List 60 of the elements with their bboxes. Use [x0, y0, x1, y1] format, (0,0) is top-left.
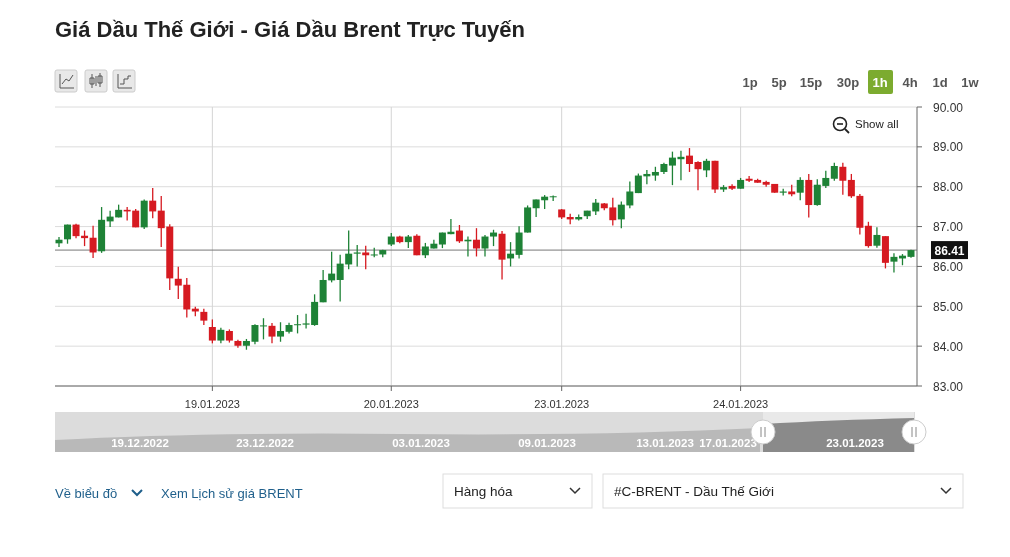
y-tick-label: 88.00: [933, 180, 964, 195]
text: 23.01.2023: [826, 437, 884, 449]
text: #C-BRENT - Dầu Thế Giới: [614, 484, 774, 499]
x-tick-label: 20.01.2023: [363, 398, 419, 410]
candlestick: [847, 173, 855, 199]
text: 1p: [742, 75, 758, 90]
candlestick: [685, 147, 693, 173]
text: 19.12.2022: [111, 437, 169, 449]
text: 15p: [799, 75, 823, 90]
candlestick: [259, 317, 267, 341]
candlestick: [617, 200, 625, 229]
x-tick-label: 24.01.2023: [713, 398, 769, 410]
candlestick: [362, 245, 370, 270]
text: Xem Lịch sử giá BRENT: [161, 486, 303, 501]
text: 09.01.2023: [518, 437, 576, 449]
text: 17.01.2023: [699, 437, 757, 449]
y-tick-label: 87.00: [933, 220, 964, 235]
candlestick: [319, 269, 327, 303]
candlestick: [336, 254, 344, 303]
candlestick: [839, 162, 847, 196]
x-tick-label: 19.01.2023: [184, 398, 240, 410]
text: 30p: [836, 75, 860, 90]
candlestick: [353, 244, 361, 268]
candlestick: [626, 180, 634, 209]
candlestick: [345, 229, 353, 270]
candlestick: [864, 221, 872, 249]
candlestick: [277, 321, 285, 343]
ref-line-label: 86.41: [934, 243, 965, 258]
text: Về biểu đồ: [55, 486, 118, 501]
text: 1w: [961, 75, 980, 90]
y-tick-label: 83.00: [933, 379, 964, 394]
candlestick: [873, 226, 881, 249]
candlestick: [149, 187, 157, 219]
y-tick-label: 90.00: [933, 100, 964, 115]
y-tick-label: 85.00: [933, 299, 964, 314]
text: 23.12.2022: [236, 437, 294, 449]
candlestick: [515, 225, 523, 260]
y-tick-label: 86.00: [933, 259, 964, 274]
candlestick: [694, 160, 702, 191]
candlestick: [89, 225, 97, 259]
candlestick: [472, 227, 480, 258]
candlestick: [703, 158, 711, 178]
candlestick: [208, 318, 216, 344]
text: 1h: [872, 75, 888, 90]
x-tick-label: 23.01.2023: [534, 398, 590, 410]
candlestick: [481, 234, 489, 258]
candlestick: [294, 314, 302, 335]
y-tick-label: 89.00: [933, 140, 964, 155]
chart-title: Giá Dầu Thế Giới - Giá Dầu Brent Trực Tuyến: [55, 17, 526, 42]
text: 5p: [771, 75, 787, 90]
annotation: Show all: [855, 118, 899, 130]
y-tick-label: 84.00: [933, 339, 964, 354]
candlestick: [796, 176, 804, 201]
text: 13.01.2023: [636, 437, 694, 449]
candlestick: [890, 252, 898, 274]
text: 4h: [902, 75, 918, 90]
text: 03.01.2023: [392, 437, 450, 449]
candlestick: [268, 322, 276, 344]
text: 1d: [932, 75, 948, 90]
text: Hàng hóa: [454, 484, 514, 499]
